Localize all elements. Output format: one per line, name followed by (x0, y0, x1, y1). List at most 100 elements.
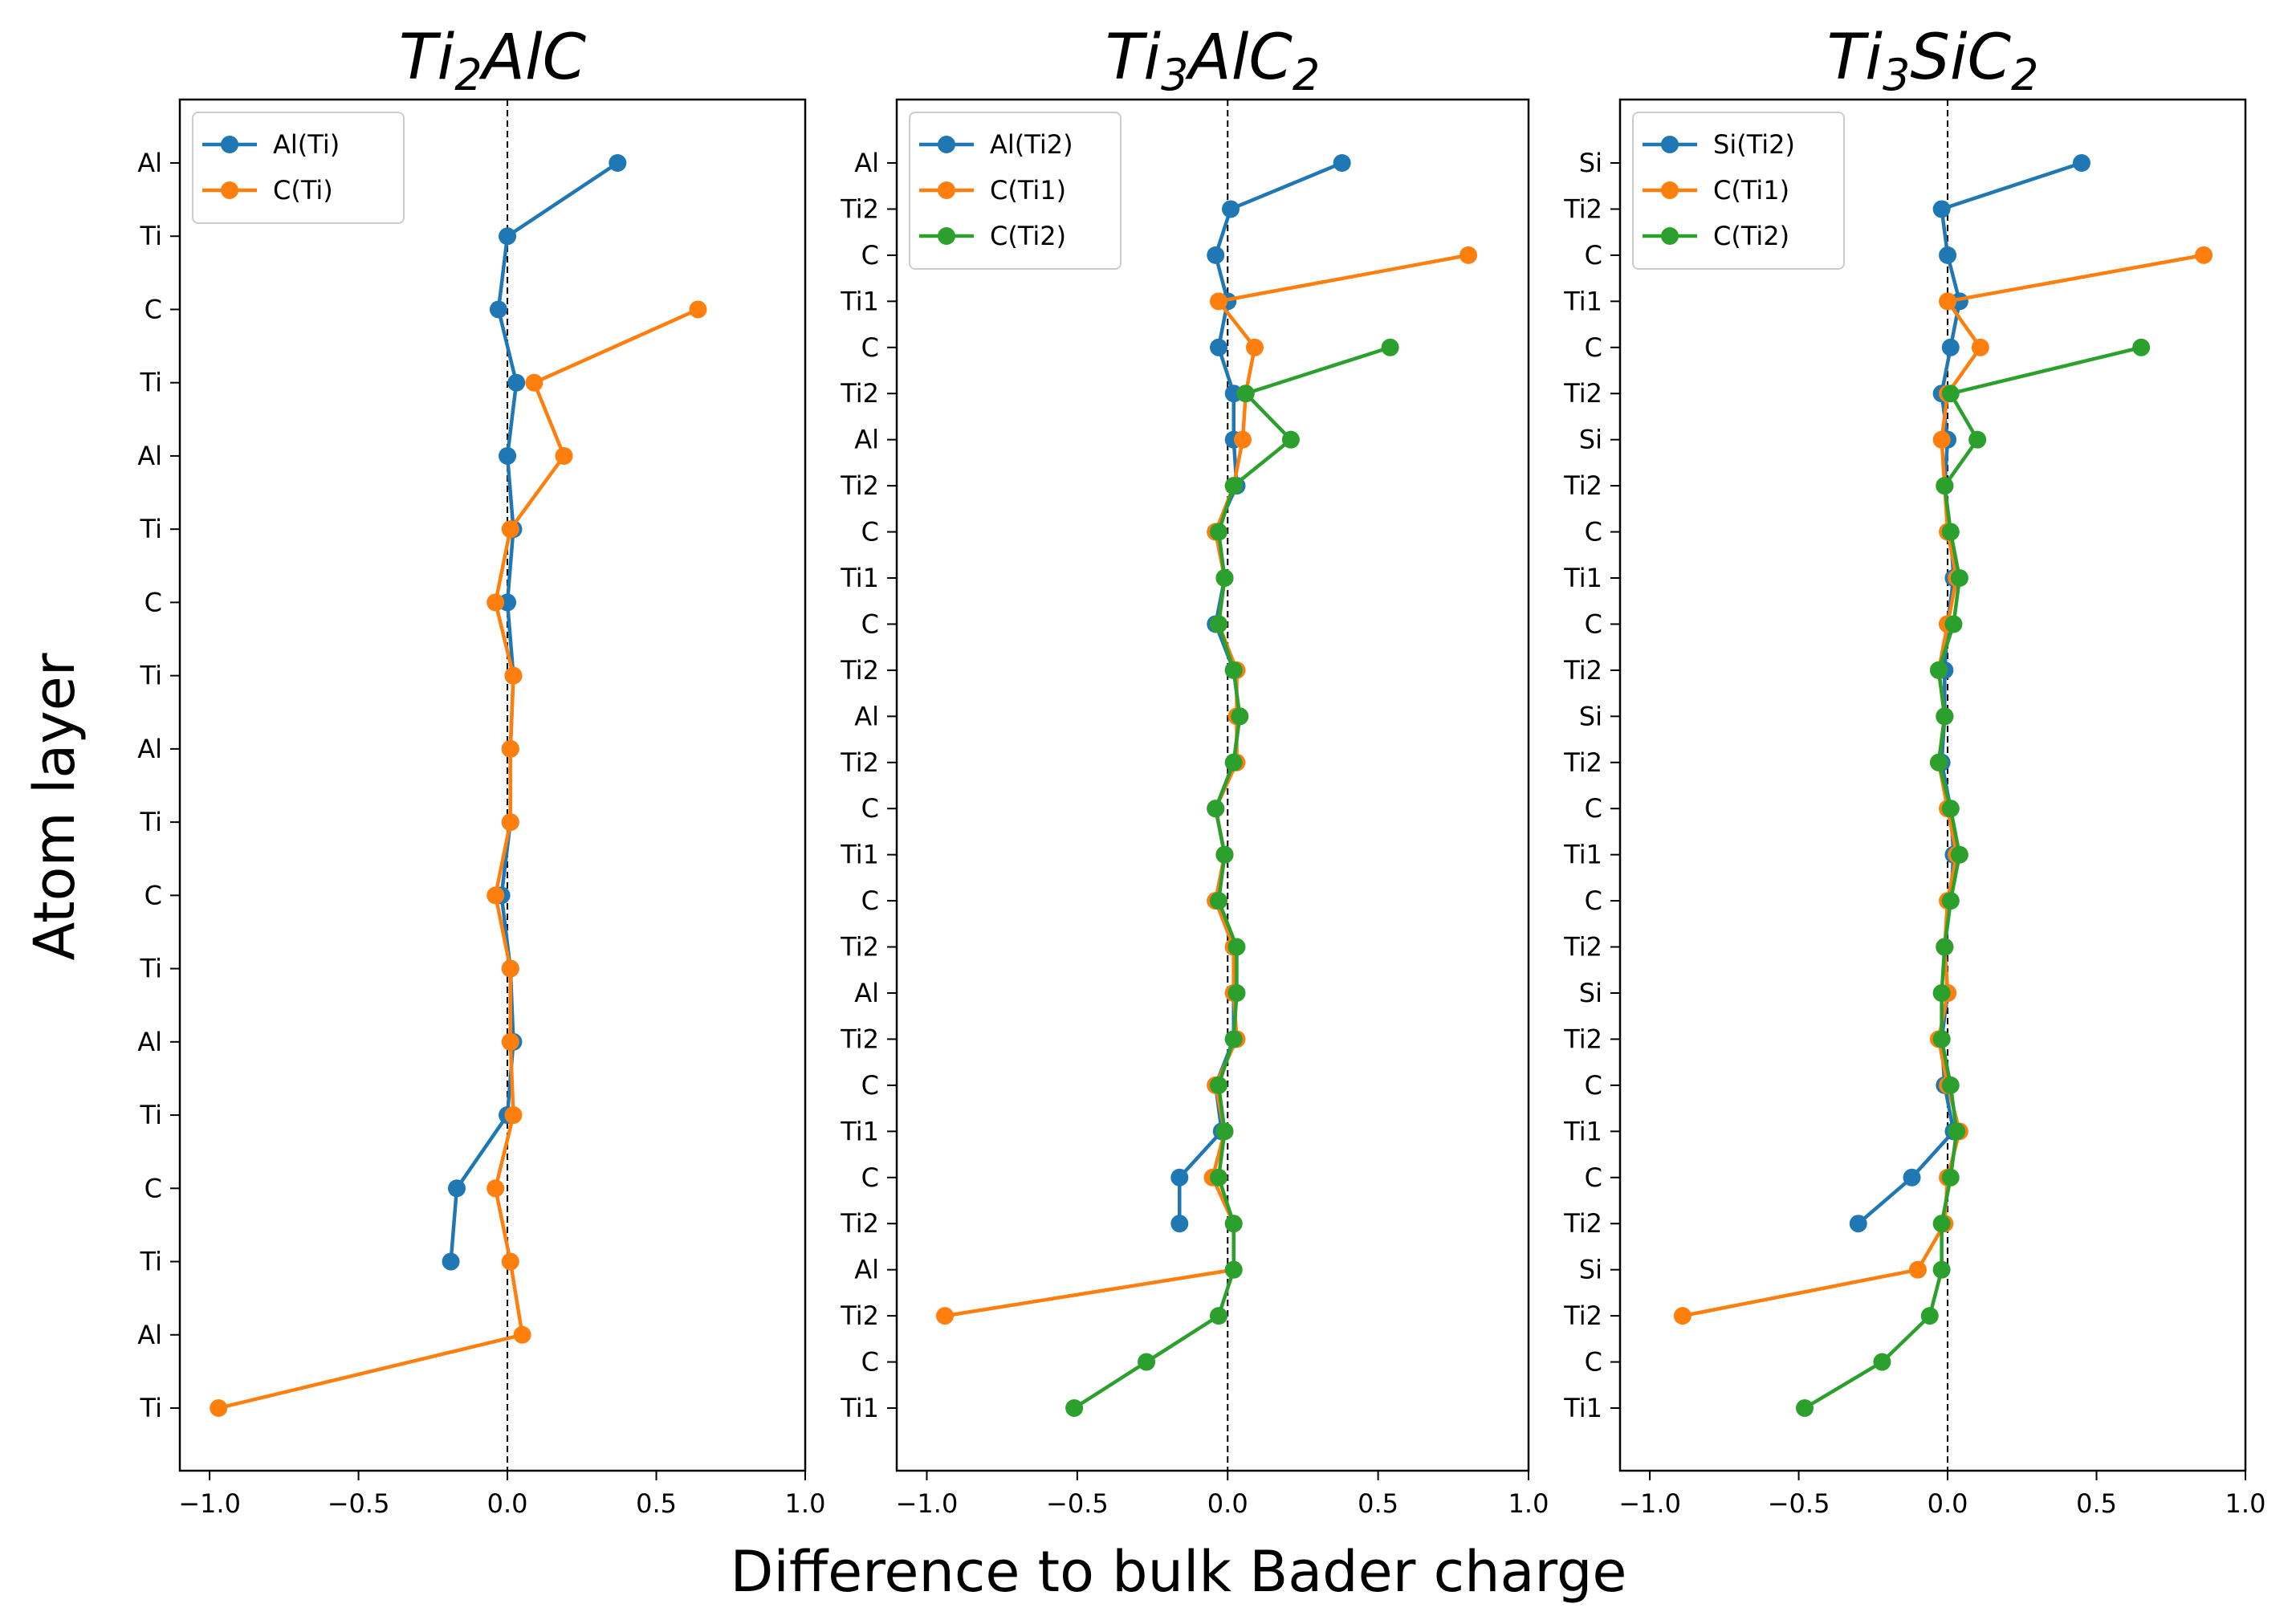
data-point (689, 300, 707, 319)
y-tick-label: Ti1 (1563, 1393, 1602, 1423)
y-tick-label: Ti1 (1563, 1116, 1602, 1146)
data-point (1227, 938, 1246, 956)
data-point (1932, 200, 1951, 218)
panel-title-subscript: 2 (2011, 50, 2038, 100)
y-tick-label: Al (854, 978, 879, 1008)
y-tick-label: Ti (140, 661, 162, 691)
legend: Al(Ti) C(Ti) (192, 112, 405, 224)
y-tick-label: Ti2 (840, 193, 879, 224)
data-point (2195, 246, 2213, 264)
data-point (1236, 385, 1255, 403)
data-point (1939, 292, 1957, 311)
plot-frame (1618, 98, 2247, 1472)
data-point (1971, 338, 1989, 356)
y-tick-label: Ti2 (1563, 1208, 1602, 1239)
data-point (1281, 430, 1300, 449)
y-tick-label: C (861, 1070, 879, 1101)
data-point (1207, 800, 1225, 818)
y-tick-label: Ti2 (1563, 747, 1602, 778)
y-tick-label: Al (854, 148, 879, 178)
y-tick-label: Ti2 (1563, 1024, 1602, 1054)
data-point (1224, 477, 1243, 495)
data-point (1929, 661, 1948, 679)
y-tick-label: C (145, 587, 162, 617)
data-point (1936, 477, 1954, 495)
data-point (1459, 246, 1478, 264)
panel-title: Ti3AlC2 (1105, 22, 1321, 100)
data-point (504, 666, 523, 685)
y-tick-label: C (1585, 609, 1602, 639)
legend-marker-swatch (1661, 181, 1679, 199)
y-tick-label: C (861, 240, 879, 271)
data-point (1224, 1215, 1243, 1233)
panel-2: Ti3AlC2AlTi2CTi1CTi2AlTi2CTi1CTi2AlTi2CT… (840, 22, 1549, 1519)
legend-marker-swatch (221, 181, 238, 199)
x-tick-label: −0.5 (328, 1488, 390, 1519)
y-tick-label: Ti2 (840, 1208, 879, 1239)
panel-title-text: AlC (1184, 22, 1293, 94)
y-tick-label: Ti1 (840, 1393, 879, 1423)
y-tick-label: Al (854, 1255, 879, 1285)
y-tick-label: Ti2 (840, 932, 879, 963)
data-point (525, 373, 543, 392)
y-tick-label: Ti1 (840, 840, 879, 870)
data-point (489, 300, 507, 319)
panel-title: Ti2AlC (399, 22, 587, 100)
data-point (499, 227, 517, 246)
data-point (513, 1325, 531, 1344)
series-2 (935, 246, 1478, 1325)
y-tick-label: Al (137, 148, 162, 178)
y-tick-label: C (1585, 1162, 1602, 1193)
data-point (1065, 1399, 1084, 1417)
data-point (1215, 845, 1234, 864)
y-tick-label: Al (137, 1320, 162, 1350)
data-point (501, 1252, 519, 1271)
y-tick-label: Al (137, 734, 162, 764)
y-tick-label: C (145, 1173, 162, 1203)
x-tick-label: −0.5 (1768, 1488, 1830, 1519)
data-point (1333, 154, 1351, 172)
y-tick-label: Ti (140, 1393, 162, 1423)
panel-title-text: Ti (1827, 22, 1883, 94)
y-tick-label: Ti (140, 1247, 162, 1277)
y-tick-label: Ti1 (1563, 286, 1602, 316)
data-point (1224, 1030, 1243, 1048)
data-point (1215, 569, 1234, 587)
series-line (1802, 345, 2143, 1410)
panel-title-text: SiC (1910, 22, 2011, 94)
data-point (486, 1179, 505, 1198)
x-tick-label: −1.0 (178, 1488, 241, 1519)
data-point (1224, 1260, 1243, 1279)
panel-title-subscript: 3 (1161, 50, 1188, 100)
data-point (501, 739, 519, 758)
data-point (1932, 1030, 1951, 1048)
y-tick-label: C (1585, 1070, 1602, 1101)
data-point (1209, 338, 1227, 356)
x-tick-label: 0.0 (1928, 1488, 1968, 1519)
y-tick-label: Ti2 (840, 470, 879, 501)
y-tick-label: Ti2 (1563, 193, 1602, 224)
y-tick-label: C (1585, 240, 1602, 271)
y-tick-label: Ti2 (840, 378, 879, 409)
y-tick-label: Ti (140, 514, 162, 544)
y-tick-label: Ti1 (1563, 563, 1602, 593)
legend-box (1632, 112, 1845, 270)
data-point (1138, 1353, 1156, 1371)
x-tick-label: 1.0 (785, 1488, 826, 1519)
panel-3: Ti3SiC2SiTi2CTi1CTi2SiTi2CTi1CTi2SiTi2CT… (1563, 22, 2265, 1519)
data-point (1936, 707, 1954, 726)
data-point (486, 593, 505, 612)
series-line (1072, 345, 1392, 1410)
data-point (1224, 753, 1243, 771)
legend: Al(Ti2) C(Ti1) C(Ti2) (909, 112, 1122, 270)
data-point (1170, 1215, 1189, 1233)
data-point (1903, 1168, 1921, 1187)
y-tick-label: C (145, 294, 162, 324)
y-tick-label: Ti2 (1563, 378, 1602, 409)
series-3 (1065, 338, 1399, 1417)
data-point (1932, 1215, 1951, 1233)
data-point (501, 1032, 519, 1051)
legend-entry-label: C(Ti2) (990, 221, 1066, 251)
series-3 (1795, 338, 2151, 1417)
